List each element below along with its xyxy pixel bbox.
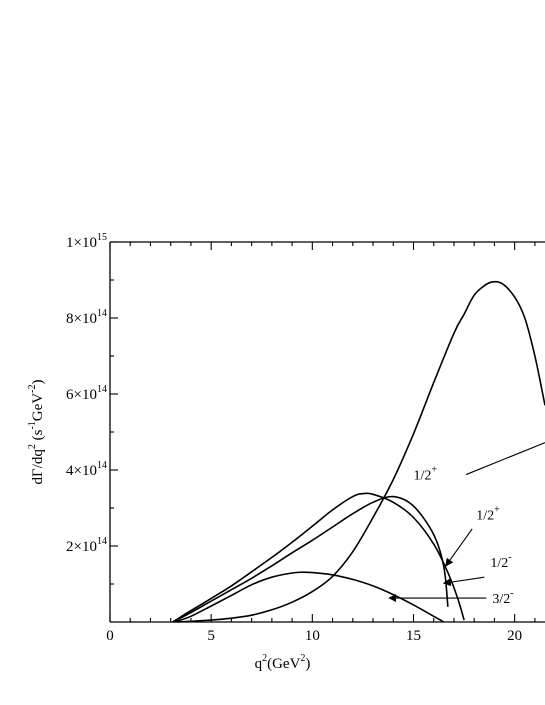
y-tick-label: 2×1014 — [66, 536, 107, 555]
curve-c — [174, 571, 445, 623]
ann-4-label: 3/2- — [492, 588, 513, 607]
curve-d — [176, 280, 545, 623]
x-tick-label: 15 — [406, 628, 421, 644]
annotations: 1/2+ 1/2+ 1/2- 3/2- — [388, 442, 545, 607]
ann-1-label: 1/2+ — [413, 465, 437, 484]
y-tick-label: 1×1015 — [66, 232, 107, 251]
x-tick-label: 10 — [305, 628, 320, 644]
ann-2-label: 1/2+ — [476, 504, 500, 523]
y-tick-label: 6×1014 — [66, 384, 107, 403]
ann-3-label: 1/2- — [490, 552, 511, 571]
x-axis-title: q2(GeV2) — [255, 653, 311, 672]
curves — [172, 280, 545, 623]
ann-2-arrow — [445, 528, 473, 567]
x-tick-label: 20 — [507, 628, 522, 644]
x-tick-label: 0 — [106, 628, 114, 644]
y-tick-label: 8×1014 — [66, 308, 107, 327]
x-tick-label: 5 — [207, 628, 215, 644]
y-axis-title: dΓ/dq2 (s-1GeV-2) — [27, 380, 46, 485]
curve-b — [172, 492, 465, 623]
ann-1-arrow — [465, 442, 545, 476]
plot-axes: 0 5 10 15 20 2×1014 4×1014 6×1014 8×1014 1×1015 — [66, 232, 545, 644]
ann-3-arrow — [442, 576, 485, 587]
y-tick-label: 4×1014 — [66, 460, 107, 479]
axis-titles: q2(GeV2) dΓ/dq2 (s-1GeV-2) — [27, 380, 310, 672]
curve-a — [172, 495, 449, 623]
